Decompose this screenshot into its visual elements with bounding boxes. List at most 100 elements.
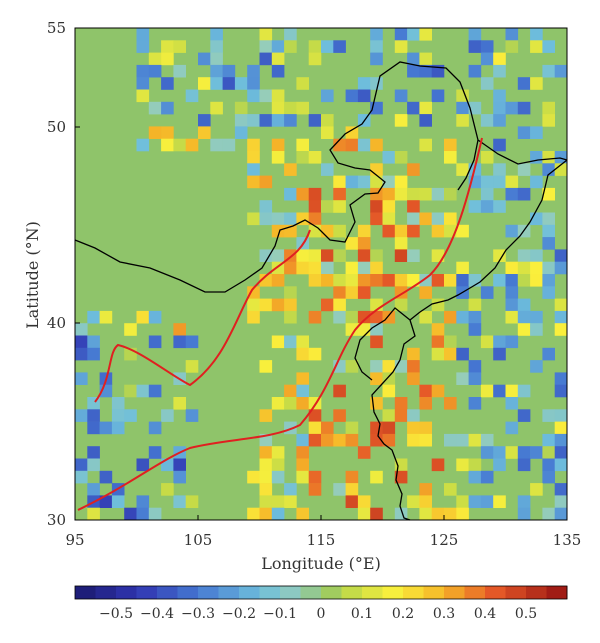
grid-cell (296, 507, 309, 521)
grid-cell (271, 212, 285, 226)
northern-border-line (74, 61, 568, 293)
grid-cell (493, 335, 506, 349)
grid-cell (284, 261, 297, 275)
grid-cell (136, 458, 150, 472)
grid-cell (493, 64, 506, 78)
grid-cell (259, 52, 273, 66)
grid-cell (111, 409, 125, 422)
grid-cell (554, 64, 568, 78)
colorbar-label: 0.3 (433, 606, 455, 622)
grid-cell (259, 200, 273, 213)
grid-cell (468, 360, 482, 373)
grid-cell (124, 384, 137, 398)
grid-cell (407, 421, 420, 435)
grid-cell (554, 433, 568, 447)
grid-cell (333, 138, 346, 152)
grid-cell (505, 28, 519, 41)
grid-cell (161, 77, 174, 90)
grid-cell (210, 28, 223, 41)
grid-cell (308, 52, 322, 66)
grid-cell (124, 323, 137, 336)
grid-cell (271, 138, 285, 152)
colorbar-labels: −0.5 −0.4 −0.3 −0.2 −0.1 0 0.1 0.2 0.3 0… (99, 606, 537, 622)
grid-cell (456, 433, 469, 447)
grid-cell (357, 261, 371, 275)
grid-cell (505, 224, 519, 238)
grid-cell (480, 187, 494, 201)
colorbar-segment (505, 586, 527, 599)
grid-cell (357, 274, 371, 287)
grid-cell (271, 335, 285, 349)
grid-cell (444, 433, 457, 447)
grid-cell (468, 101, 482, 115)
grid-cell (530, 310, 543, 324)
grid-cell (308, 40, 322, 53)
grid-cell (431, 347, 445, 361)
grid-cell (456, 372, 469, 385)
grid-cell (517, 323, 531, 336)
grid-cell (247, 470, 260, 484)
grid-cell (382, 421, 396, 435)
grid-cell (321, 421, 334, 435)
grid-cell (493, 114, 506, 127)
grid-cell (259, 40, 273, 53)
inner-border-line (457, 139, 479, 191)
colorbar-segment (177, 586, 199, 599)
grid-cell (247, 212, 260, 226)
grid-cell (75, 458, 88, 472)
grid-cell (480, 175, 494, 189)
grid-cell (517, 187, 531, 201)
grid-cell (505, 187, 519, 201)
trajectory-curves (77, 137, 483, 511)
grid-cell (345, 89, 359, 103)
grid-cell (468, 298, 482, 312)
grid-cell (542, 40, 555, 53)
grid-cell (247, 77, 260, 90)
colorbar-label: −0.1 (263, 606, 297, 622)
grid-cell (210, 101, 223, 115)
grid-cell (222, 64, 236, 78)
grid-cell (271, 274, 285, 287)
grid-cell (234, 77, 248, 90)
grid-cell (75, 335, 88, 349)
grid-cell (382, 200, 396, 213)
grid-cell (493, 138, 506, 152)
grid-cell (111, 495, 125, 508)
grid-cell (161, 138, 174, 152)
grid-cell (284, 40, 297, 53)
colorbar-segment (95, 586, 117, 599)
x-tick-label: 105 (184, 531, 213, 549)
grid-cell (468, 433, 482, 447)
grid-cell (357, 495, 371, 508)
grid-cell (370, 421, 383, 435)
y-tick-label: 55 (47, 19, 66, 37)
grid-cell (394, 89, 408, 103)
colorbar-segment (423, 586, 445, 599)
grid-cell (321, 89, 334, 103)
grid-cell (542, 274, 555, 287)
grid-cell (271, 151, 285, 164)
grid-cell (308, 151, 322, 164)
grid-cell (136, 40, 150, 53)
grid-cell (394, 28, 408, 41)
grid-cell (345, 323, 359, 336)
grid-cell (136, 28, 150, 41)
grid-cell (136, 138, 150, 152)
grid-cell (444, 187, 457, 201)
grid-cell (530, 483, 543, 496)
grid-cell (456, 114, 469, 127)
grid-cell (542, 458, 555, 472)
grid-cell (247, 64, 260, 78)
grid-cell (296, 151, 309, 164)
grid-cell (148, 101, 162, 115)
grid-cell (382, 310, 396, 324)
grid-cell (394, 458, 408, 472)
grid-cell (493, 274, 506, 287)
grid-cell (419, 310, 432, 324)
grid-cell (321, 433, 334, 447)
grid-cell (271, 52, 285, 66)
y-axis-title: Latitude (°N) (23, 221, 42, 329)
grid-cell (296, 77, 309, 90)
grid-cell (444, 397, 457, 410)
